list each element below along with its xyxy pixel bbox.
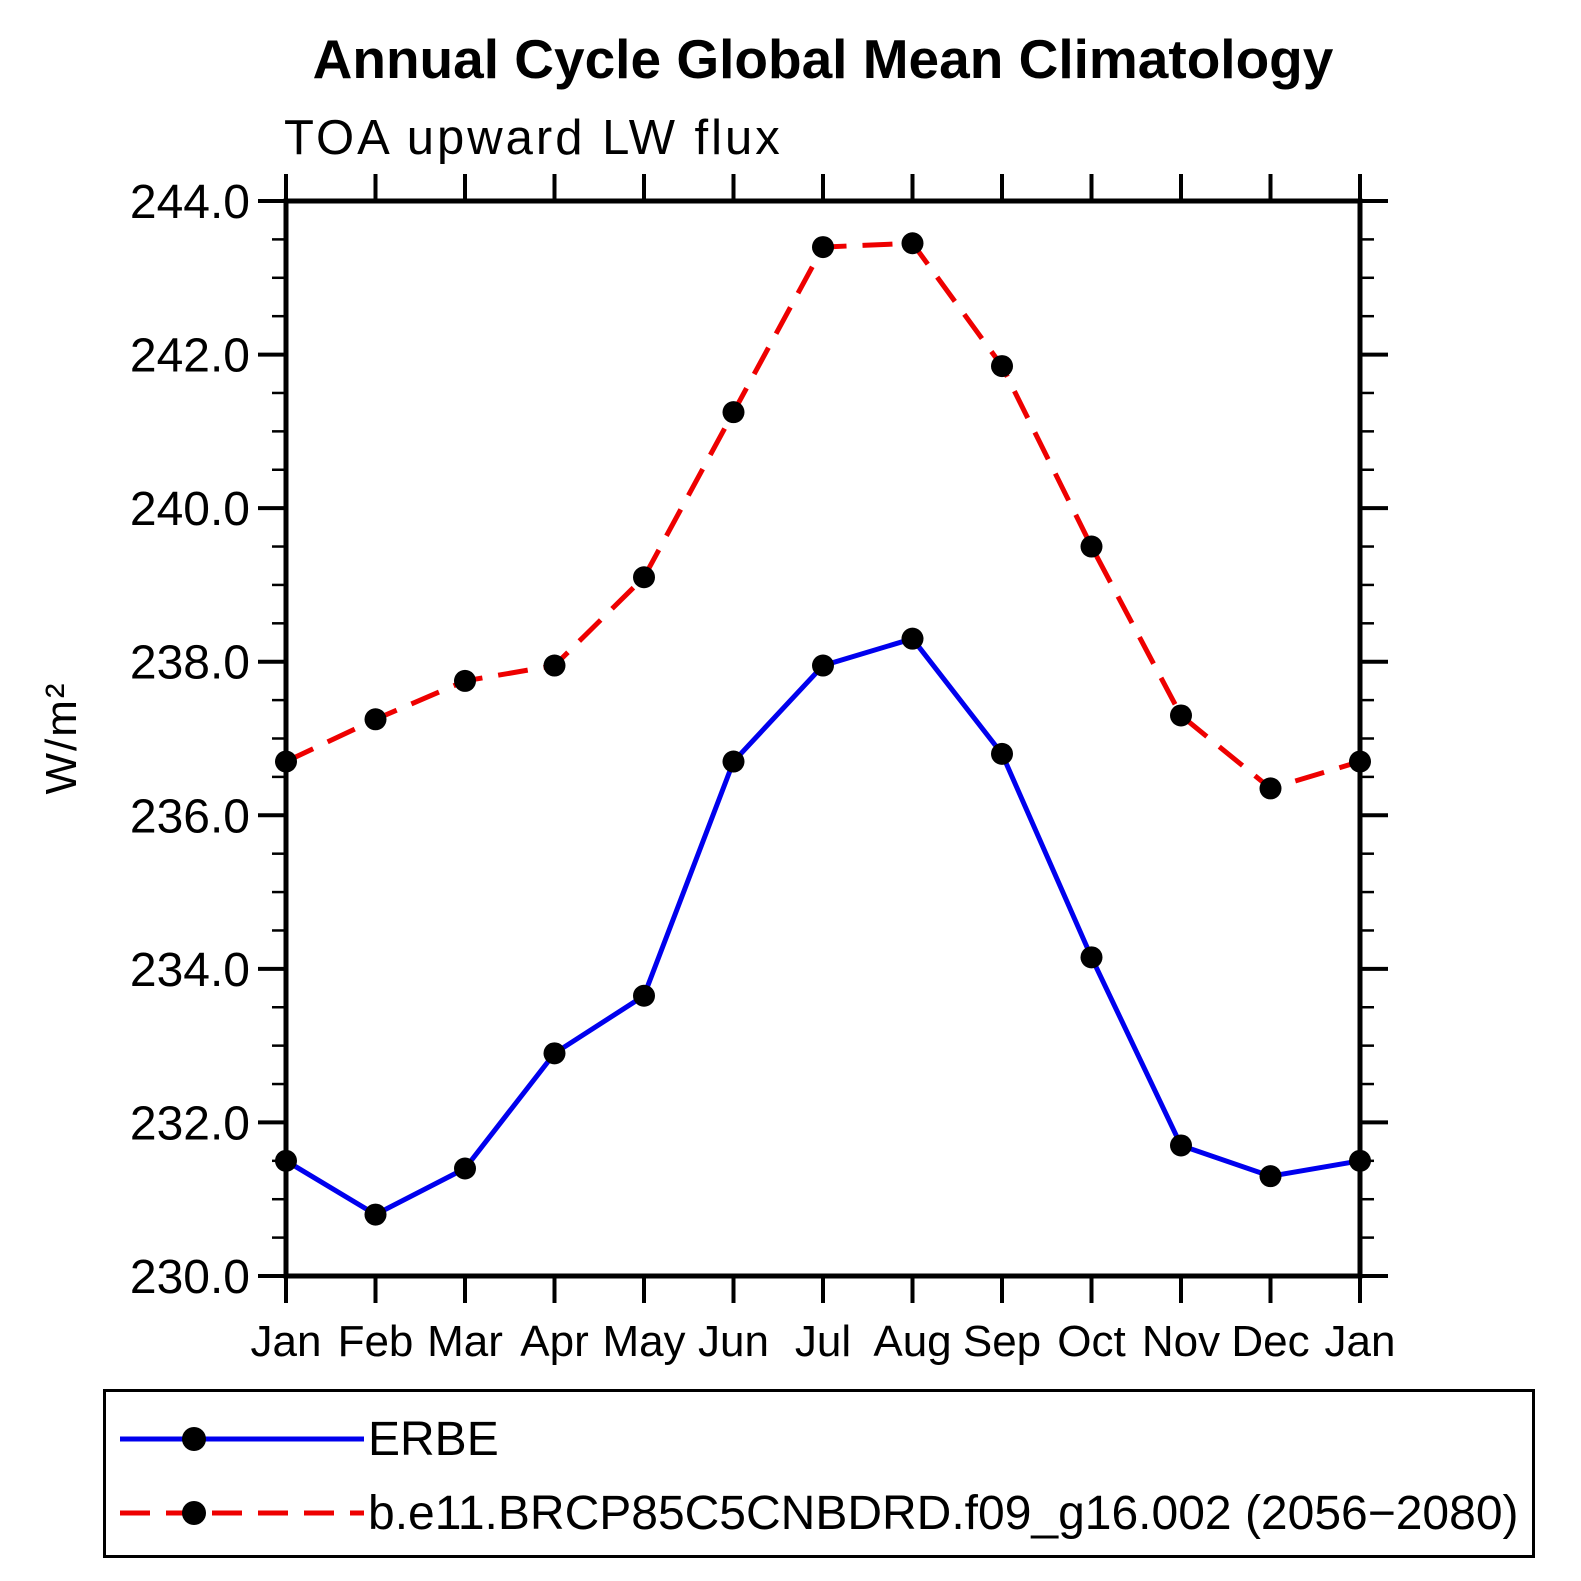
- data-point-marker: [1080, 535, 1103, 558]
- data-point-marker: [543, 1042, 566, 1065]
- legend-item-model: b.e11.BRCP85C5CNBDRD.f09_g16.002 (2056−2…: [106, 1476, 1532, 1550]
- legend-label-model: b.e11.BRCP85C5CNBDRD.f09_g16.002 (2056−2…: [368, 1486, 1519, 1540]
- y-tick-label: 232.0: [130, 1097, 250, 1150]
- data-point-marker: [901, 232, 924, 255]
- data-point-marker: [454, 1157, 476, 1180]
- x-tick-label: Nov: [1142, 1317, 1220, 1366]
- data-point-marker: [1259, 1165, 1282, 1188]
- y-tick-label: 236.0: [130, 790, 250, 843]
- chart-title: Annual Cycle Global Mean Climatology: [312, 28, 1334, 90]
- series-line-0: [284, 635, 1361, 1218]
- legend-line-erbe-icon: [120, 1427, 364, 1451]
- x-tick-label: Feb: [338, 1317, 414, 1366]
- legend-item-erbe: ERBE: [106, 1402, 1532, 1476]
- data-point-marker: [543, 654, 566, 677]
- x-tick-label: Jan: [251, 1317, 322, 1366]
- x-tick-label: May: [602, 1317, 685, 1366]
- data-point-marker: [364, 708, 387, 731]
- data-point-marker: [901, 627, 924, 650]
- data-point-marker: [1259, 777, 1282, 800]
- y-tick-label: 234.0: [130, 944, 250, 997]
- x-tick-label: Jan: [1325, 1317, 1396, 1366]
- data-point-marker: [1349, 750, 1371, 773]
- x-tick-label: Mar: [427, 1317, 503, 1366]
- x-tick-label: Sep: [963, 1317, 1041, 1366]
- legend-box: ERBE b.e11.BRCP85C5CNBDRD.f09_g16.002 (2…: [103, 1389, 1535, 1558]
- x-tick-label: Oct: [1057, 1317, 1125, 1366]
- y-tick-label: 244.0: [130, 176, 250, 229]
- data-point-marker: [1170, 704, 1192, 727]
- x-tick-label: Jun: [698, 1317, 769, 1366]
- legend-line-model-icon: [120, 1501, 364, 1525]
- x-tick-label: Apr: [520, 1317, 588, 1366]
- data-point-marker: [991, 355, 1013, 378]
- data-point-marker: [722, 750, 745, 773]
- x-tick-label: Dec: [1231, 1317, 1309, 1366]
- data-point-marker: [275, 1149, 297, 1172]
- data-point-marker: [275, 750, 297, 773]
- data-point-marker: [1349, 1149, 1371, 1172]
- y-tick-label: 240.0: [130, 483, 250, 536]
- data-point-marker: [364, 1203, 387, 1226]
- data-point-marker: [812, 236, 834, 259]
- legend-label-erbe: ERBE: [368, 1412, 499, 1466]
- data-point-marker: [991, 742, 1013, 765]
- data-point-marker: [722, 401, 745, 424]
- x-tick-label: Aug: [873, 1317, 951, 1366]
- chart-subtitle: TOA upward LW flux: [284, 111, 783, 165]
- data-point-marker: [454, 669, 476, 692]
- x-tick-label: Jul: [795, 1317, 851, 1366]
- data-point-marker: [633, 566, 655, 589]
- plot-frame: [283, 198, 1363, 1279]
- series-line-1: [284, 240, 1361, 792]
- data-point-marker: [633, 984, 655, 1007]
- y-tick-label: 242.0: [130, 330, 250, 383]
- y-tick-label: 230.0: [130, 1251, 250, 1304]
- data-point-marker: [812, 654, 834, 677]
- data-point-marker: [1080, 946, 1103, 969]
- data-point-marker: [1170, 1134, 1192, 1157]
- y-tick-label: 238.0: [130, 637, 250, 690]
